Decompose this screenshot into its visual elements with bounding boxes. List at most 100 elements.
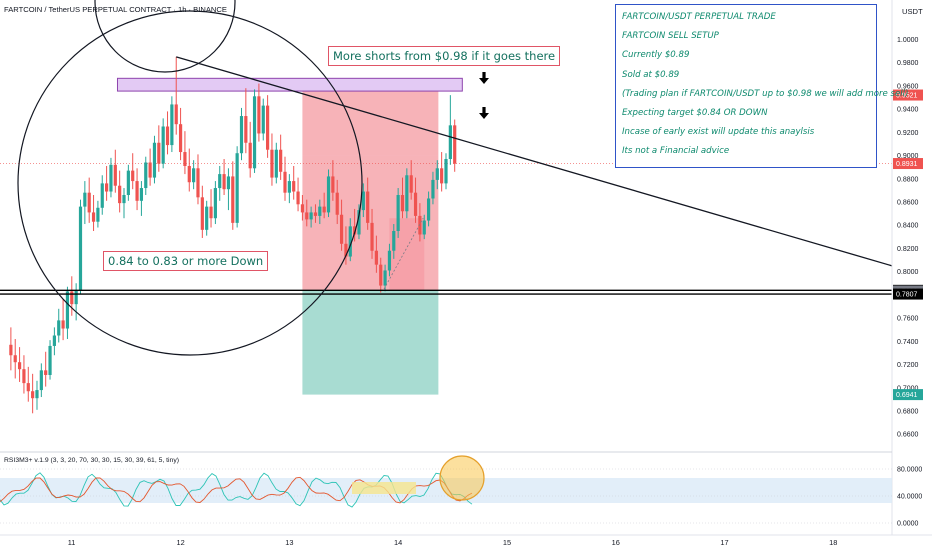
resistance-zone — [116, 77, 463, 92]
candle-body — [331, 176, 335, 193]
candle-body — [174, 104, 178, 125]
candle-body — [413, 192, 418, 216]
currency-label: USDT — [902, 7, 923, 16]
time-tick-label: 15 — [503, 538, 511, 547]
candle-body — [87, 192, 91, 213]
rsi-tick-label: 40.0000 — [897, 494, 922, 501]
candle-body — [374, 250, 378, 265]
price-tick-label: 0.9400 — [897, 107, 919, 114]
rsi-tick-label: 0.0000 — [897, 521, 919, 528]
candle-body — [192, 168, 196, 183]
candle-body — [165, 126, 170, 146]
candle-body — [213, 188, 217, 219]
candle-body — [422, 220, 426, 235]
candle-body — [226, 176, 231, 190]
target-callout: 0.84 to 0.83 or more Down — [103, 251, 269, 271]
candle-body — [152, 142, 157, 178]
candle-body — [379, 264, 383, 286]
candle-body — [287, 181, 291, 193]
candle-body — [105, 183, 109, 192]
note-line: Expecting target $0.84 OR DOWN — [622, 107, 768, 118]
time-tick-label: 17 — [720, 538, 728, 547]
candle-body — [405, 175, 409, 212]
candle-body — [52, 335, 56, 346]
price-tick-label: 0.8200 — [897, 246, 919, 253]
candle-body — [300, 204, 305, 213]
price-tick-label: 0.9800 — [897, 60, 919, 67]
candle-body — [178, 124, 183, 153]
price-tick-label: 0.8600 — [897, 199, 919, 206]
time-tick-label: 13 — [285, 538, 293, 547]
candle-body — [48, 345, 52, 375]
price-tick-label: 0.8800 — [897, 176, 919, 183]
down-arrow-icon — [479, 72, 489, 84]
candle-body — [91, 212, 96, 222]
price-label-text: 0.9521 — [896, 93, 918, 100]
arrow-shaft — [482, 72, 486, 78]
candle-body — [396, 195, 400, 231]
candle-body — [418, 215, 422, 235]
time-tick-label: 16 — [612, 538, 620, 547]
price-label: 0.6941 — [893, 389, 923, 401]
candle-body — [209, 206, 213, 219]
candle-body — [261, 105, 265, 134]
note-line: FARTCOIN/USDT PERPETUAL TRADE — [622, 12, 776, 22]
candle-body — [440, 168, 444, 184]
arrow-head — [479, 78, 489, 84]
price-label: 0.7807 — [893, 288, 923, 300]
candle-body — [244, 116, 248, 143]
candle-body — [148, 162, 152, 178]
candle-body — [31, 391, 35, 399]
candle-body — [266, 105, 270, 150]
candle-body — [135, 181, 139, 201]
candle-body — [109, 164, 113, 192]
candle-body — [74, 290, 78, 305]
candle-body — [453, 125, 457, 164]
price-label-bg — [893, 288, 923, 300]
candle-body — [383, 270, 387, 286]
candle-body — [22, 369, 26, 384]
rsi-slow-line — [0, 476, 473, 504]
candle-body — [61, 320, 65, 329]
candle-body — [183, 152, 187, 166]
candle-body — [409, 175, 413, 193]
candle-body — [283, 171, 287, 193]
candle-body — [13, 355, 17, 363]
price-label-text: 0.6941 — [896, 392, 918, 399]
candle-body — [100, 183, 104, 208]
candle-body — [366, 191, 370, 223]
candle-body — [279, 149, 283, 172]
price-tick-label: 0.6800 — [897, 408, 919, 415]
annotation-circle — [17, 10, 363, 356]
candle-body — [65, 291, 70, 329]
time-tick-label: 14 — [394, 538, 402, 547]
candle-body — [157, 142, 161, 164]
note-line: Its not a Financial advice — [622, 146, 730, 157]
down-arrow-icon — [479, 107, 489, 119]
candle-body — [252, 96, 257, 169]
candle-body — [196, 168, 200, 198]
candle-body — [435, 168, 439, 180]
candle-body — [305, 212, 309, 220]
annotation-circle-small — [94, 0, 236, 73]
symbol-title: FARTCOIN / TetherUS PERPETUAL CONTRACT ·… — [4, 5, 227, 14]
candle-body — [322, 206, 326, 213]
price-tick-label: 0.8400 — [897, 223, 919, 230]
candle-body — [205, 206, 209, 230]
note-line: Incase of early exist will update this a… — [622, 127, 815, 138]
price-label: 0.8931 — [893, 158, 923, 170]
candle-body — [222, 174, 226, 190]
price-tick-label: 0.9600 — [897, 83, 919, 90]
candle-body — [118, 185, 122, 204]
candle-body — [313, 212, 318, 216]
candle-body — [144, 162, 148, 189]
trade-notes-panel: FARTCOIN/USDT PERPETUAL TRADE FARTCOIN S… — [615, 4, 908, 168]
time-tick-label: 12 — [176, 538, 184, 547]
price-tick-label: 0.9200 — [897, 130, 919, 137]
candle-body — [231, 176, 235, 223]
price-tick-label: 1.0000 — [897, 37, 919, 44]
candle-body — [339, 214, 344, 244]
candle-body — [400, 195, 405, 212]
rsi-highlight — [352, 482, 416, 494]
